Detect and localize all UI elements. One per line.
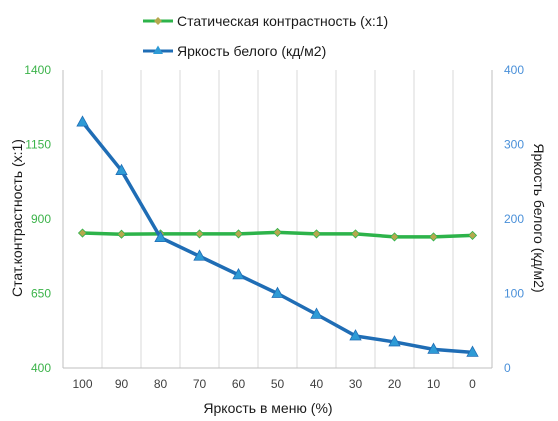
data-point-contrast	[350, 229, 361, 239]
tick-labels: 100 90 80 70 60 50 40 30 20 10 0400650900115014000…	[24, 63, 524, 391]
x-tick-label: 0	[469, 377, 476, 391]
series-layer	[76, 115, 479, 357]
data-point-brightness	[388, 335, 401, 347]
x-tick-label: 70	[193, 377, 207, 391]
x-tick-label: 20	[388, 377, 402, 391]
data-point-brightness	[349, 329, 362, 341]
y-right-tick-label: 100	[504, 287, 524, 301]
x-tick-label: 40	[310, 377, 324, 391]
x-axis-title: Яркость в меню (%)	[203, 400, 332, 416]
grid	[62, 70, 493, 368]
axes	[62, 70, 493, 369]
data-point-brightness	[232, 268, 245, 280]
legend-label-brightness: Яркость белого (кд/м2)	[177, 43, 326, 59]
y-right-tick-label: 0	[504, 361, 511, 375]
y-left-tick-label: 1400	[24, 63, 51, 77]
y-right-tick-label: 300	[504, 138, 524, 152]
data-point-contrast	[467, 230, 478, 240]
data-point-brightness	[466, 345, 479, 357]
x-tick-label: 60	[232, 377, 246, 391]
data-point-contrast	[77, 228, 88, 238]
y-axis-right-title: Яркость белого (кд/м2)	[531, 143, 547, 292]
legend-item-contrast: Статическая контрастность (x:1)	[143, 13, 388, 29]
data-point-contrast	[311, 229, 322, 239]
y-right-tick-label: 200	[504, 212, 524, 226]
data-point-brightness	[76, 115, 89, 127]
data-point-contrast	[116, 229, 127, 239]
legend-label-contrast: Статическая контрастность (x:1)	[177, 13, 388, 29]
data-point-contrast	[428, 232, 439, 242]
data-point-brightness	[271, 286, 284, 298]
x-tick-label: 50	[271, 377, 285, 391]
data-point-contrast	[233, 229, 244, 239]
y-left-tick-label: 900	[31, 212, 51, 226]
legend: Статическая контрастность (x:1) Яркость …	[143, 13, 388, 59]
data-point-brightness	[427, 342, 440, 354]
data-point-contrast	[194, 229, 205, 239]
data-point-brightness	[193, 249, 206, 261]
y-left-tick-label: 400	[31, 361, 51, 375]
x-tick-label: 30	[349, 377, 363, 391]
legend-item-brightness: Яркость белого (кд/м2)	[143, 43, 326, 59]
y-left-tick-label: 1150	[25, 138, 51, 152]
data-point-brightness	[310, 307, 323, 319]
legend-marker-brightness	[153, 45, 163, 54]
x-tick-label: 90	[115, 377, 129, 391]
x-tick-label: 10	[427, 377, 441, 391]
data-point-brightness	[115, 163, 128, 175]
x-tick-label: 80	[154, 377, 168, 391]
y-left-tick-label: 650	[31, 287, 51, 301]
y-axis-left-title: Стат.контрастность (x:1)	[9, 139, 25, 297]
legend-marker-contrast	[154, 17, 162, 25]
data-point-contrast	[389, 232, 400, 242]
x-tick-label: 100	[72, 377, 92, 391]
data-point-contrast	[272, 227, 283, 237]
data-point-brightness	[154, 230, 167, 243]
y-right-tick-label: 400	[504, 63, 524, 77]
